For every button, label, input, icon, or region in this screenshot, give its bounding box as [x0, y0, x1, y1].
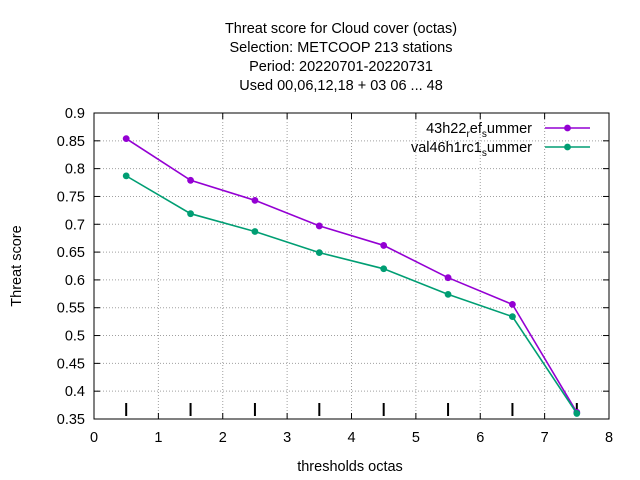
data-series [122, 135, 581, 417]
y-tick-label: 0.6 [65, 273, 85, 289]
x-axis-ticks: 0 1 2 3 4 5 6 7 8 [90, 113, 613, 446]
x-tick-label: 6 [476, 430, 484, 446]
y-tick-label: 0.9 [65, 106, 85, 122]
title-line-2: Selection: METCOOP 213 stations [230, 40, 453, 56]
series-2-point [187, 210, 194, 218]
title-line-4: Used 00,06,12,18 + 03 06 ... 48 [239, 78, 443, 94]
y-tick-label: 0.55 [57, 301, 85, 317]
series-1-point [122, 135, 130, 142]
series-1-point [380, 242, 388, 249]
x-tick-label: 7 [541, 430, 549, 446]
y-tick-label: 0.85 [57, 134, 85, 150]
series-2-point [122, 172, 130, 180]
legend-label-series-2: val46h1rc1summer [411, 140, 532, 159]
series-2-point [509, 313, 516, 321]
series-2-point [444, 290, 452, 298]
y-axis-label: Threat score [9, 225, 25, 306]
y-tick-label: 0.75 [57, 189, 85, 205]
chart-title: Threat score for Cloud cover (octas) Sel… [225, 21, 457, 94]
legend-marker-series-2 [564, 143, 571, 151]
series-1-point [187, 176, 194, 184]
x-tick-label: 1 [154, 430, 162, 446]
y-tick-label: 0.65 [57, 245, 85, 261]
x-tick-label: 2 [219, 430, 227, 446]
series-2-point [315, 249, 323, 257]
series-1-point [251, 196, 259, 204]
series-1-line [125, 137, 578, 413]
legend: 43h22refsummer val46h1rc1summer [411, 121, 590, 159]
grid [94, 113, 609, 419]
x-tick-label: 5 [412, 430, 420, 446]
series-1-point [315, 222, 323, 230]
x-axis-label: thresholds octas [297, 459, 403, 475]
x-tick-label: 0 [90, 430, 98, 446]
series-2-point [573, 410, 581, 417]
x-tick-label: 4 [347, 430, 355, 446]
series-2-line [125, 175, 578, 414]
x-tick-label: 8 [605, 430, 613, 446]
y-tick-label: 0.7 [65, 217, 85, 233]
series-2-point [251, 228, 259, 235]
x-tick-label: 3 [283, 430, 291, 446]
series-2-point [380, 265, 388, 273]
series-1-point [444, 274, 452, 282]
y-tick-label: 0.4 [65, 384, 85, 400]
y-tick-label: 0.5 [65, 329, 85, 345]
y-axis-ticks: 0.35 0.4 0.45 0.5 0.55 0.6 0.65 0.7 0.75 0.8 0.85 0… [57, 106, 609, 428]
y-tick-label: 0.45 [57, 356, 85, 372]
series-1-point [509, 300, 516, 308]
y-tick-label: 0.8 [65, 162, 85, 178]
legend-marker-series-1 [564, 124, 571, 132]
legend-label-series-1: 43h22refsummer [426, 121, 532, 140]
title-line-1: Threat score for Cloud cover (octas) [225, 21, 457, 37]
y-tick-label: 0.35 [57, 412, 85, 428]
title-line-3: Period: 20220701-20220731 [249, 59, 433, 75]
